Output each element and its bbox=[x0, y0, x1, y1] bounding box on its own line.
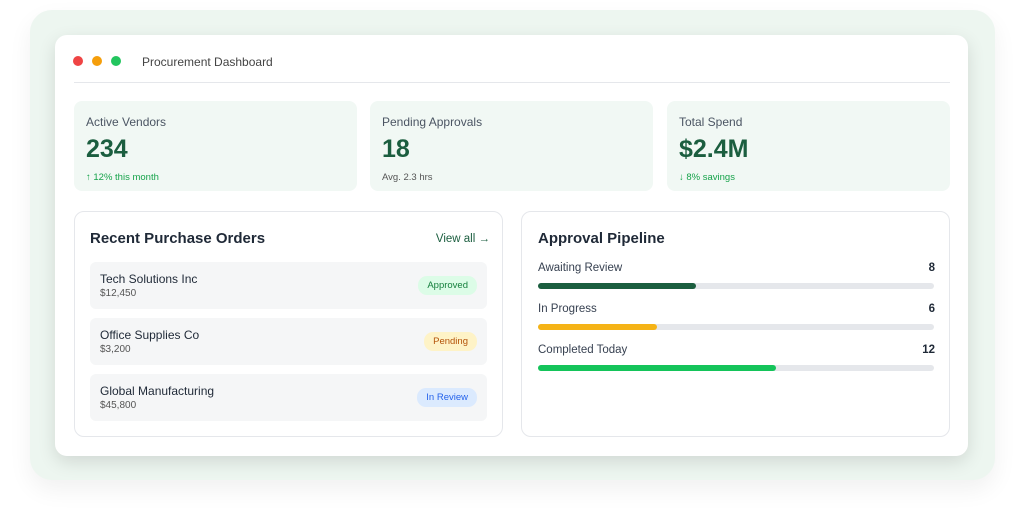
order-row[interactable]: Office Supplies Co $3,200 Pending bbox=[90, 318, 487, 365]
order-name: Office Supplies Co bbox=[100, 328, 200, 342]
stat-note: ↓ 8% savings bbox=[679, 172, 735, 183]
stat-label: Total Spend bbox=[679, 115, 743, 129]
progress-track bbox=[538, 365, 934, 371]
order-row[interactable]: Tech Solutions Inc $12,450 Approved bbox=[90, 262, 487, 309]
stat-label: Active Vendors bbox=[86, 115, 167, 129]
stat-label: Pending Approvals bbox=[382, 115, 483, 129]
stat-value: 18 bbox=[382, 135, 410, 163]
pipeline-value: 8 bbox=[928, 262, 935, 274]
divider bbox=[74, 82, 950, 83]
progress-fill bbox=[538, 283, 697, 289]
orders-panel: Recent Purchase Orders View all → Tech S… bbox=[74, 211, 503, 437]
order-name: Global Manufacturing bbox=[100, 384, 215, 398]
stat-note: ↑ 12% this month bbox=[86, 172, 159, 183]
window-title: Procurement Dashboard bbox=[142, 55, 273, 69]
progress-track bbox=[538, 324, 934, 330]
status-badge: Pending bbox=[424, 332, 477, 351]
maximize-dot[interactable] bbox=[111, 56, 121, 66]
panel-title: Recent Purchase Orders bbox=[90, 230, 266, 247]
status-badge: Approved bbox=[418, 276, 477, 295]
stat-card: Active Vendors 234 ↑ 12% this month bbox=[74, 101, 357, 191]
pipeline-label: Awaiting Review bbox=[538, 262, 623, 274]
stat-note: Avg. 2.3 hrs bbox=[382, 172, 433, 183]
stat-card: Pending Approvals 18 Avg. 2.3 hrs bbox=[370, 101, 653, 191]
stat-value: $2.4M bbox=[679, 135, 749, 163]
view-all-link[interactable]: View all → bbox=[435, 233, 490, 245]
pipeline-label: In Progress bbox=[538, 303, 597, 315]
stat-card: Total Spend $2.4M ↓ 8% savings bbox=[667, 101, 950, 191]
close-dot[interactable] bbox=[73, 56, 83, 66]
stat-value: 234 bbox=[86, 135, 128, 163]
progress-track bbox=[538, 283, 934, 289]
pipeline-panel: Approval Pipeline Awaiting Review 8 In Pro… bbox=[521, 211, 950, 437]
minimize-dot[interactable] bbox=[92, 56, 102, 66]
progress-fill bbox=[538, 365, 776, 371]
order-row[interactable]: Global Manufacturing $45,800 In Review bbox=[90, 374, 487, 421]
order-amount: $12,450 bbox=[100, 288, 137, 299]
panel-title: Approval Pipeline bbox=[538, 230, 665, 247]
order-amount: $3,200 bbox=[100, 344, 131, 355]
status-badge: In Review bbox=[417, 388, 477, 407]
pipeline-value: 6 bbox=[928, 303, 935, 315]
pipeline-value: 12 bbox=[922, 344, 935, 356]
progress-fill bbox=[538, 324, 657, 330]
order-name: Tech Solutions Inc bbox=[100, 272, 198, 286]
pipeline-label: Completed Today bbox=[538, 344, 628, 356]
order-amount: $45,800 bbox=[100, 400, 137, 411]
